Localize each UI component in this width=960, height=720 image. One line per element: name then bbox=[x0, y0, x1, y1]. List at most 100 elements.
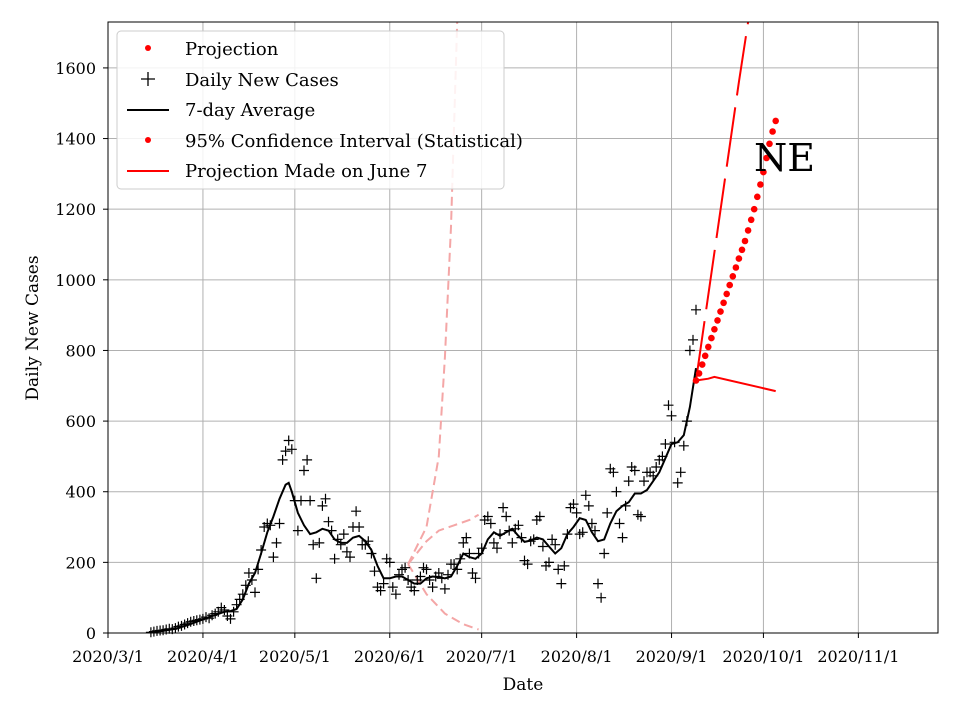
projection-point bbox=[720, 299, 727, 307]
daily-case-marker bbox=[684, 345, 695, 356]
daily-case-marker bbox=[345, 552, 355, 563]
y-axis-ticks: 0 200 400 600 800 1000 1200 1400 1600 bbox=[55, 59, 108, 643]
daily-case-marker bbox=[507, 537, 518, 548]
daily-case-marker bbox=[243, 568, 254, 578]
legend-label: 7-day Average bbox=[185, 100, 315, 121]
daily-case-marker bbox=[286, 444, 297, 455]
legend-label: Daily New Cases bbox=[185, 70, 339, 91]
daily-case-marker bbox=[666, 410, 677, 421]
daily-case-marker bbox=[672, 477, 683, 488]
confidence-interval-layer bbox=[695, 21, 776, 393]
x-tick-label: 2020/6/1 bbox=[354, 647, 426, 666]
daily-case-marker bbox=[378, 578, 389, 589]
projection-point bbox=[711, 326, 718, 333]
projection-point bbox=[750, 205, 758, 213]
y-tick-label: 200 bbox=[65, 553, 96, 572]
daily-case-marker bbox=[580, 490, 591, 501]
legend-item-daily-new-cases: Daily New Cases bbox=[141, 70, 339, 91]
daily-case-marker bbox=[296, 495, 306, 506]
daily-case-marker bbox=[544, 557, 554, 568]
daily-case-marker bbox=[688, 334, 698, 345]
daily-case-marker bbox=[400, 562, 411, 573]
legend: Projection Daily New Cases 7-day Average… bbox=[116, 30, 523, 190]
projection-point bbox=[757, 181, 764, 188]
legend-item-7-day-average: 7-day Average bbox=[127, 100, 315, 121]
daily-case-marker bbox=[320, 493, 331, 504]
daily-case-marker bbox=[629, 465, 640, 476]
projection-point bbox=[735, 255, 743, 262]
daily-case-marker bbox=[458, 537, 469, 548]
daily-case-marker bbox=[351, 506, 362, 517]
daily-case-marker bbox=[415, 571, 426, 582]
projection-point bbox=[766, 140, 773, 148]
daily-case-marker bbox=[341, 546, 352, 557]
daily-case-marker bbox=[390, 589, 401, 600]
daily-case-marker bbox=[314, 537, 325, 548]
legend-label: 95% Confidence Interval (Statistical) bbox=[185, 131, 523, 152]
x-tick-label: 2020/3/1 bbox=[72, 647, 144, 666]
daily-case-marker bbox=[277, 454, 288, 465]
projection-point bbox=[692, 377, 700, 384]
daily-case-marker bbox=[568, 499, 579, 510]
daily-case-marker bbox=[553, 564, 564, 575]
daily-case-marker bbox=[571, 507, 582, 518]
daily-case-marker bbox=[283, 435, 294, 446]
legend-box bbox=[116, 30, 505, 190]
daily-case-marker bbox=[308, 539, 319, 550]
daily-case-marker bbox=[470, 573, 481, 584]
x-axis-label: Date bbox=[503, 675, 544, 695]
daily-case-marker bbox=[617, 532, 628, 543]
daily-case-marker bbox=[271, 537, 282, 548]
legend-label: Projection bbox=[185, 39, 279, 60]
x-tick-label: 2020/11/1 bbox=[817, 647, 899, 666]
daily-case-marker bbox=[522, 559, 533, 570]
june-projection-layer bbox=[407, 21, 480, 631]
daily-case-marker bbox=[421, 564, 432, 575]
daily-case-marker bbox=[550, 539, 561, 550]
daily-case-marker bbox=[639, 476, 649, 487]
projection-point bbox=[726, 281, 733, 289]
seven-day-average-layer bbox=[150, 367, 697, 634]
legend-marker-plus bbox=[141, 72, 155, 86]
projection-point bbox=[741, 237, 749, 245]
daily-case-marker bbox=[501, 511, 512, 522]
plot-frame bbox=[107, 21, 939, 634]
projection-point bbox=[714, 317, 721, 324]
ci-lower-line bbox=[695, 375, 776, 393]
state-annotation: NE bbox=[754, 136, 815, 180]
daily-case-marker bbox=[292, 525, 303, 536]
daily-case-marker bbox=[614, 518, 625, 529]
daily-case-marker bbox=[678, 440, 689, 451]
daily-case-marker bbox=[485, 518, 496, 529]
daily-case-marker bbox=[323, 516, 334, 527]
daily-case-marker bbox=[387, 582, 398, 593]
daily-case-marker bbox=[427, 582, 438, 593]
projection-point bbox=[705, 343, 712, 351]
projection-point bbox=[695, 370, 703, 377]
y-tick-label: 800 bbox=[65, 341, 96, 360]
y-tick-label: 1600 bbox=[55, 59, 96, 78]
daily-case-marker bbox=[596, 592, 607, 603]
daily-case-marker bbox=[623, 476, 634, 487]
y-axis-label: Daily New Cases bbox=[23, 255, 43, 400]
daily-case-marker bbox=[311, 573, 322, 584]
daily-case-marker bbox=[409, 585, 420, 596]
daily-case-marker bbox=[354, 522, 365, 532]
daily-case-marker bbox=[329, 553, 340, 564]
y-tick-label: 1000 bbox=[55, 271, 96, 290]
daily-case-marker bbox=[593, 578, 603, 589]
projection-point bbox=[763, 154, 770, 162]
daily-case-marker bbox=[635, 511, 646, 522]
daily-case-marker bbox=[559, 560, 570, 571]
daily-case-marker bbox=[219, 605, 230, 615]
daily-case-marker bbox=[338, 529, 349, 540]
y-tick-label: 400 bbox=[65, 483, 96, 502]
legend-label: Projection Made on June 7 bbox=[185, 161, 427, 182]
projection-point bbox=[729, 273, 737, 280]
daily-case-marker bbox=[513, 520, 524, 531]
legend-item-confidence-interval: 95% Confidence Interval (Statistical) bbox=[145, 131, 523, 152]
projection-point bbox=[723, 290, 730, 298]
daily-case-marker bbox=[467, 568, 478, 578]
projection-point bbox=[769, 128, 776, 135]
